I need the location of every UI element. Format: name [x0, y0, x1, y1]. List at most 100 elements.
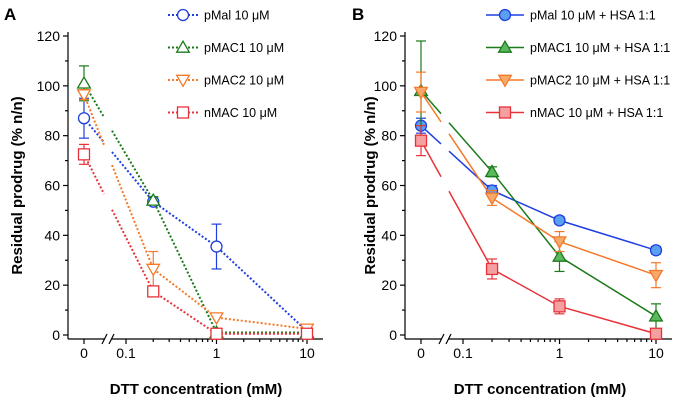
y-tick-label: 120 [37, 28, 61, 44]
legend-entry: pMal 10 μM + HSA 1:1 [486, 9, 656, 23]
series-line [111, 151, 308, 332]
marker-square [210, 327, 223, 340]
marker-square [649, 327, 663, 340]
series-line [111, 130, 307, 334]
y-tick-label: 60 [44, 178, 60, 194]
x-axis-title: DTT concentration (mM) [110, 381, 283, 398]
marker-triangle-down [175, 74, 191, 88]
y-tick-label: 40 [381, 227, 397, 243]
y-axis-title: Residual prodrug (% n/n) [9, 96, 26, 274]
marker-square [485, 262, 499, 276]
legend-label: pMAC1 10 μM [204, 41, 284, 55]
series-pmac2 [413, 71, 664, 289]
marker-square [553, 300, 566, 313]
axis-break-mark [445, 333, 452, 345]
series-line-segment [83, 82, 105, 118]
marker-triangle-up [552, 248, 567, 262]
marker-triangle-up [484, 164, 500, 178]
marker-square [176, 106, 190, 119]
legend-entry: pMAC2 10 μM + HSA 1:1 [486, 74, 670, 88]
series-line-segment [83, 153, 105, 195]
x-tick-label: 0.1 [453, 345, 473, 361]
x-tick-label: 0.1 [116, 345, 136, 361]
y-tick-label: 0 [52, 327, 60, 343]
y-tick-label: 80 [381, 128, 397, 144]
y-tick-label: 120 [374, 28, 398, 44]
marker-circle [176, 8, 190, 22]
x-tick-label: 10 [299, 345, 315, 361]
y-tick-label: 100 [37, 78, 61, 94]
marker-triangle-up [76, 75, 92, 89]
marker-circle [553, 214, 566, 227]
marker-triangle-down [209, 312, 224, 326]
y-tick-label: 40 [44, 227, 60, 243]
marker-circle [498, 8, 512, 22]
axis-break-mark [101, 333, 108, 345]
x-tick-label: 10 [648, 345, 664, 361]
marker-circle [77, 112, 91, 125]
marker-triangle-up [145, 192, 161, 206]
panel-letter: A [4, 5, 16, 24]
legend-label: pMAC1 10 μM + HSA 1:1 [530, 41, 670, 55]
marker-triangle-down [552, 236, 567, 250]
panel-a: A 0 20 40 60 80 100 120 0 0.1 1 10 DTT concentration… [4, 5, 323, 398]
x-tick-label: 0 [80, 345, 88, 361]
series-line [448, 122, 657, 317]
series-line [448, 150, 657, 251]
series-pmac1 [76, 65, 315, 338]
legend-entry: pMal 10 μM [168, 9, 270, 23]
legend-label: pMAC2 10 μM + HSA 1:1 [530, 74, 670, 88]
legend-entry: pMAC2 10 μM [168, 74, 284, 88]
marker-square [414, 134, 428, 147]
panel-letter: B [352, 5, 364, 24]
y-tick-label: 0 [389, 327, 397, 343]
marker-square [498, 106, 512, 119]
series-line [111, 164, 308, 330]
legend-label: pMal 10 μM [204, 9, 270, 23]
x-axis-title: DTT concentration (mM) [454, 381, 627, 398]
marker-triangle-down [76, 89, 92, 103]
series-line [448, 190, 657, 335]
series-line [111, 209, 307, 335]
y-tick-label: 100 [374, 78, 398, 94]
marker-triangle-down [497, 74, 513, 88]
series-line [448, 133, 657, 276]
legend-label: nMAC 10 μM [204, 106, 277, 120]
series-nmac [414, 125, 663, 340]
marker-triangle-down [648, 269, 664, 283]
legend-entry: nMAC 10 μM [168, 106, 277, 120]
marker-circle [210, 240, 223, 253]
y-tick-label: 80 [44, 128, 60, 144]
marker-triangle-down [413, 86, 429, 100]
panel-b: B 0 20 40 60 80 100 120 0 0.1 1 10 DTT concentration… [352, 5, 672, 398]
y-tick-label: 20 [381, 277, 397, 293]
legend-entry: pMAC1 10 μM + HSA 1:1 [486, 39, 670, 55]
legend-label: pMal 10 μM + HSA 1:1 [530, 9, 656, 23]
series-pmac2 [76, 88, 315, 337]
x-tick-label: 1 [556, 345, 564, 361]
series-nmac [77, 143, 314, 340]
axis-break-mark [438, 333, 445, 345]
y-axis-title: Residual prodrug (% n/n) [362, 96, 379, 274]
y-tick-label: 60 [381, 178, 397, 194]
marker-triangle-up [175, 39, 191, 53]
axis-break-mark [108, 333, 115, 345]
marker-square [147, 285, 160, 298]
legend-label: pMAC2 10 μM [204, 74, 284, 88]
legend-entry: nMAC 10 μM + HSA 1:1 [486, 106, 663, 120]
marker-triangle-up [497, 39, 513, 53]
marker-square [77, 148, 91, 161]
marker-square [300, 327, 314, 340]
x-tick-label: 0 [417, 345, 425, 361]
series-line-segment [420, 91, 442, 123]
y-tick-label: 20 [44, 277, 60, 293]
legend-label: nMAC 10 μM + HSA 1:1 [530, 106, 663, 120]
marker-triangle-up [648, 308, 664, 322]
x-tick-label: 1 [213, 345, 221, 361]
legend-entry: pMAC1 10 μM [168, 39, 284, 55]
series-line-segment [83, 94, 105, 146]
marker-triangle-down [484, 192, 500, 206]
marker-triangle-down [145, 263, 161, 277]
marker-circle [649, 244, 663, 257]
